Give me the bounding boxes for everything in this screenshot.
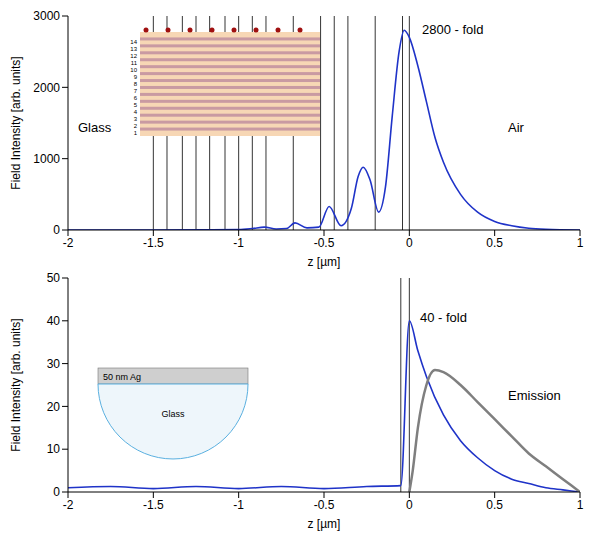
html-text:40 - fold: 40 - fold <box>420 310 467 325</box>
svg-text:20: 20 <box>47 400 61 414</box>
svg-text:30: 30 <box>47 357 61 371</box>
svg-text:2: 2 <box>134 123 138 129</box>
svg-text:6: 6 <box>134 95 138 101</box>
svg-text:0: 0 <box>406 236 413 250</box>
svg-text:-2: -2 <box>63 498 74 512</box>
svg-text:-0.5: -0.5 <box>314 236 335 250</box>
svg-text:10: 10 <box>130 67 137 73</box>
svg-text:-1: -1 <box>233 498 244 512</box>
svg-text:-2: -2 <box>63 236 74 250</box>
svg-text:7: 7 <box>134 88 138 94</box>
html-text:Glass: Glass <box>78 120 112 135</box>
svg-text:14: 14 <box>130 39 137 45</box>
svg-text:10: 10 <box>47 442 61 456</box>
svg-text:-0.5: -0.5 <box>314 498 335 512</box>
html-text:Emission: Emission <box>508 388 561 403</box>
svg-text:-1.5: -1.5 <box>143 498 164 512</box>
svg-text:0.5: 0.5 <box>486 236 503 250</box>
svg-text:3000: 3000 <box>33 9 60 23</box>
svg-text:11: 11 <box>131 60 138 66</box>
svg-text:9: 9 <box>134 74 138 80</box>
svg-text:1: 1 <box>577 236 584 250</box>
svg-text:0.5: 0.5 <box>486 498 503 512</box>
svg-text:-1.5: -1.5 <box>143 236 164 250</box>
svg-text:12: 12 <box>130 53 137 59</box>
svg-text:Field Intensity [arb. units]: Field Intensity [arb. units] <box>9 56 23 189</box>
svg-text:-1: -1 <box>233 236 244 250</box>
html-text:Air: Air <box>508 120 524 135</box>
svg-text:8: 8 <box>134 81 138 87</box>
svg-text:4: 4 <box>134 109 138 115</box>
html-text:2800 - fold: 2800 - fold <box>422 22 484 37</box>
svg-text:2000: 2000 <box>33 81 60 95</box>
svg-text:13: 13 <box>130 46 137 52</box>
svg-text:1000: 1000 <box>33 152 60 166</box>
svg-text:50: 50 <box>47 271 61 285</box>
svg-text:0: 0 <box>406 498 413 512</box>
svg-text:1: 1 <box>134 130 138 136</box>
svg-text:z [µm]: z [µm] <box>308 517 341 531</box>
svg-text:0: 0 <box>53 223 60 237</box>
svg-text:Glass: Glass <box>161 409 185 419</box>
svg-text:1: 1 <box>577 498 584 512</box>
svg-text:Field Intensity [arb. units]: Field Intensity [arb. units] <box>9 318 23 451</box>
svg-text:3: 3 <box>134 116 138 122</box>
svg-text:0: 0 <box>53 485 60 499</box>
svg-text:50 nm Ag: 50 nm Ag <box>103 372 141 382</box>
svg-text:40: 40 <box>47 314 61 328</box>
svg-text:z [µm]: z [µm] <box>308 255 341 269</box>
svg-text:5: 5 <box>134 102 138 108</box>
